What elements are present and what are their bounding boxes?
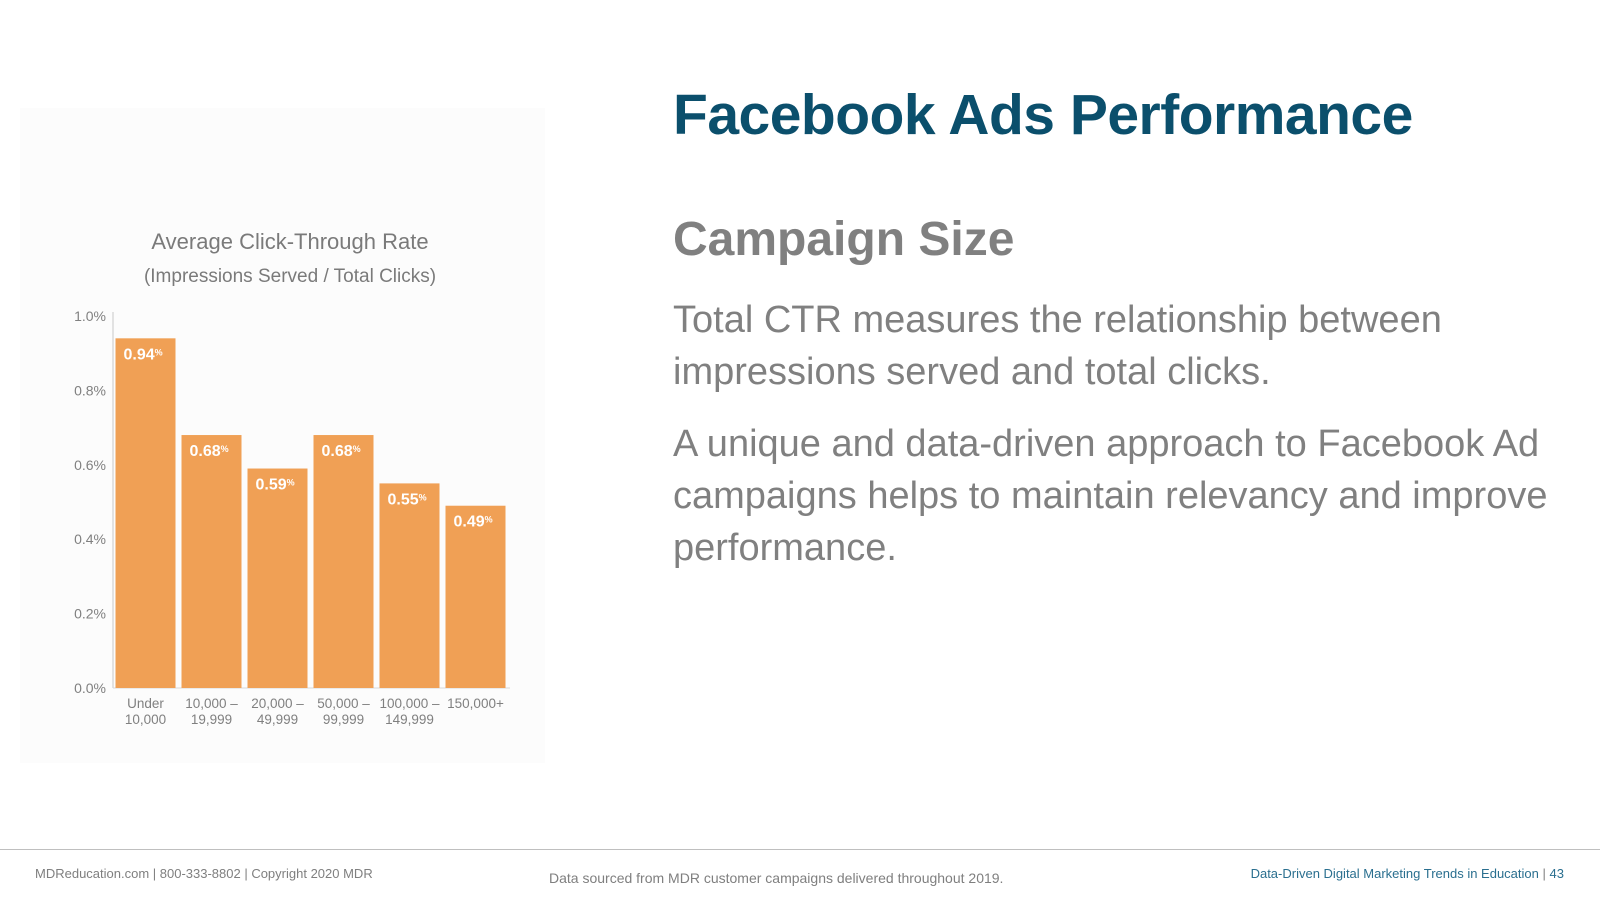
- footer-deck-info: Data-Driven Digital Marketing Trends in …: [1251, 866, 1564, 881]
- bar-value-suffix: %: [485, 515, 493, 525]
- x-tick-label: 99,999: [323, 712, 364, 727]
- x-tick-label: 10,000: [125, 712, 166, 727]
- ctr-bar-chart: Average Click-Through Rate (Impressions S…: [74, 229, 510, 727]
- bar-value-label: 0.68%: [322, 443, 361, 460]
- footer-separator: |: [1542, 866, 1546, 881]
- y-tick-label: 0.0%: [74, 680, 106, 696]
- x-tick-label: 19,999: [191, 712, 232, 727]
- x-tick-label: 50,000 –: [317, 696, 370, 711]
- y-tick-label: 0.4%: [74, 531, 106, 547]
- bar: [181, 435, 242, 688]
- x-tick-label: 150,000+: [447, 696, 504, 711]
- bar-value-suffix: %: [419, 492, 427, 502]
- slide-title: Facebook Ads Performance: [673, 83, 1413, 147]
- bar-value-suffix: %: [221, 444, 229, 454]
- bar-value-label: 0.94%: [124, 346, 163, 363]
- bar: [313, 435, 374, 688]
- section-heading: Campaign Size: [673, 213, 1015, 266]
- footer-divider: [0, 849, 1600, 850]
- x-tick-label: 49,999: [257, 712, 298, 727]
- x-tick-label: Under: [127, 696, 164, 711]
- x-tick-label: 100,000 –: [379, 696, 440, 711]
- chart-panel: Average Click-Through Rate (Impressions S…: [20, 108, 545, 763]
- footer-contact: MDReducation.com | 800-333-8802 | Copyri…: [35, 866, 373, 881]
- bar-value-label: 0.49%: [454, 514, 493, 531]
- bar: [379, 483, 440, 688]
- y-tick-label: 0.6%: [74, 457, 106, 473]
- x-tick-label: 149,999: [385, 712, 434, 727]
- bar-value-suffix: %: [287, 478, 295, 488]
- footer-deck-title: Data-Driven Digital Marketing Trends in …: [1250, 866, 1539, 881]
- bar-value-label: 0.59%: [256, 477, 295, 494]
- footer-source-note: Data sourced from MDR customer campaigns…: [549, 870, 1004, 886]
- chart-subtitle: (Impressions Served / Total Clicks): [144, 266, 436, 287]
- bar: [115, 338, 176, 688]
- y-tick-label: 0.8%: [74, 382, 106, 398]
- bar: [247, 468, 308, 688]
- bar-value-suffix: %: [155, 347, 163, 357]
- bar-value-label: 0.68%: [190, 443, 229, 460]
- bar-value-label: 0.55%: [388, 491, 427, 508]
- body-paragraph-2: A unique and data-driven approach to Fac…: [673, 423, 1548, 569]
- chart-title: Average Click-Through Rate: [151, 229, 428, 254]
- y-tick-label: 0.2%: [74, 606, 106, 622]
- body-paragraph-1: Total CTR measures the relationship betw…: [673, 299, 1442, 393]
- bar-value-suffix: %: [353, 444, 361, 454]
- x-tick-label: 10,000 –: [185, 696, 238, 711]
- page-number: 43: [1549, 866, 1564, 881]
- y-tick-label: 1.0%: [74, 308, 106, 324]
- bar: [445, 505, 506, 688]
- x-tick-label: 20,000 –: [251, 696, 304, 711]
